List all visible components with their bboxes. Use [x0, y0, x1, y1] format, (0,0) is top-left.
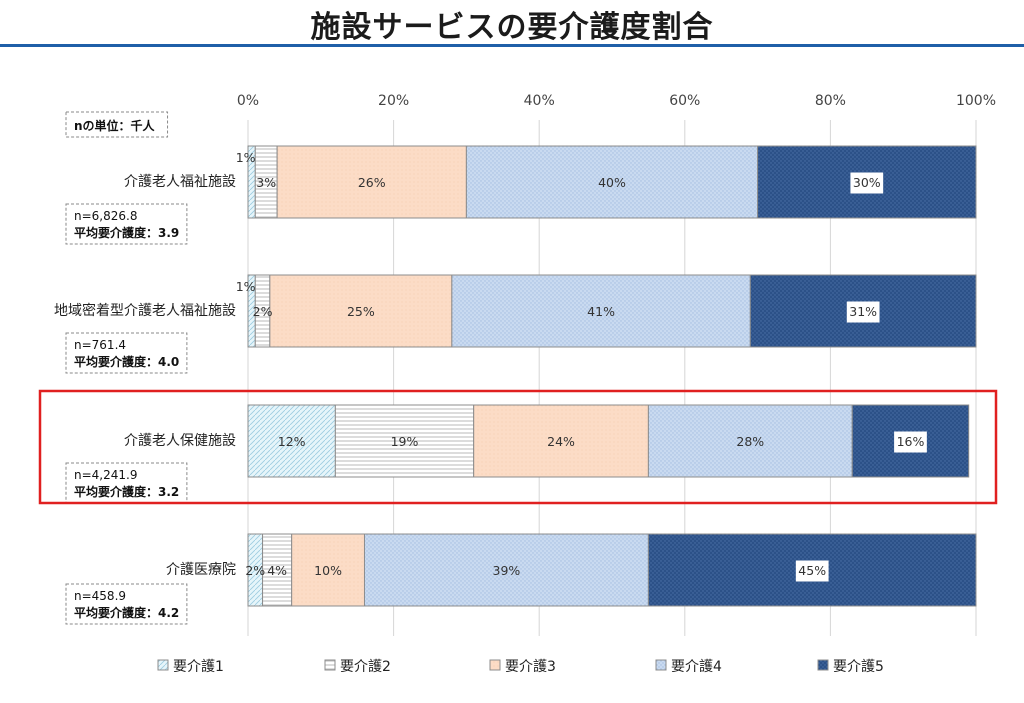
sample-size: n=6,826.8 [74, 209, 137, 223]
bar-segment [262, 533, 293, 607]
average-care-level: 平均要介護度：3.2 [74, 484, 179, 499]
x-tick-label: 0% [237, 93, 259, 109]
category-label: 介護老人福祉施設 [124, 174, 236, 190]
data-label: 3% [256, 175, 276, 190]
category-label: 介護老人保健施設 [124, 433, 236, 449]
data-label: 30% [853, 175, 881, 190]
legend-swatch [489, 659, 501, 671]
data-label: 39% [493, 563, 521, 578]
legend-label: 要介護2 [340, 659, 391, 675]
data-label: 25% [347, 304, 375, 319]
bar-segment [647, 404, 853, 478]
unit-note: nの単位：千人 [74, 118, 156, 133]
data-label: 19% [391, 434, 419, 449]
data-label: 4% [267, 563, 287, 578]
legend-swatch [157, 659, 169, 671]
legend-label: 要介護5 [833, 659, 884, 675]
data-label: 2% [253, 304, 273, 319]
bar-segment [473, 404, 649, 478]
stats-box [65, 203, 188, 245]
data-label: 40% [598, 175, 626, 190]
category-label: 地域密着型介護老人福祉施設 [54, 302, 236, 319]
page-title: 施設サービスの要介護度割合 [310, 10, 714, 45]
bar-segment [247, 404, 336, 478]
data-label: 45% [798, 563, 826, 578]
highlight-frame [38, 389, 998, 505]
value-label-bg [894, 431, 927, 453]
sample-size: n=4,241.9 [74, 468, 137, 482]
data-label: 16% [897, 434, 925, 449]
legend-label: 要介護3 [505, 659, 556, 675]
stats-box [65, 583, 188, 625]
bar-segment [269, 274, 453, 348]
legend-label: 要介護4 [671, 659, 722, 675]
average-care-level: 平均要介護度：3.9 [74, 225, 179, 240]
sample-size: n=761.4 [74, 338, 126, 352]
average-care-level: 平均要介護度：4.0 [74, 354, 179, 369]
data-label: 41% [587, 304, 615, 319]
x-tick-label: 20% [378, 93, 409, 109]
data-label: 12% [278, 434, 306, 449]
value-label-bg [850, 172, 884, 194]
data-label: 24% [547, 434, 575, 449]
average-care-level: 平均要介護度：4.2 [74, 605, 179, 620]
x-tick-label: 40% [524, 93, 555, 109]
legend-swatch [324, 659, 336, 671]
x-tick-label: 60% [669, 93, 700, 109]
data-label: 1% [236, 150, 256, 165]
legend-label: 要介護1 [173, 659, 224, 675]
data-label: 28% [736, 434, 764, 449]
bar-segment [291, 533, 365, 607]
unit-note-box [65, 111, 169, 138]
legend-swatch [655, 659, 667, 671]
data-label: 10% [314, 563, 342, 578]
sample-size: n=458.9 [74, 589, 126, 603]
data-label: 1% [236, 279, 256, 294]
x-tick-label: 80% [815, 93, 846, 109]
data-label: 2% [245, 563, 265, 578]
value-label-bg [846, 301, 880, 323]
title-rule [0, 44, 1024, 47]
x-tick-label: 100% [956, 93, 996, 109]
category-label: 介護医療院 [166, 561, 236, 578]
stats-box [65, 332, 188, 374]
legend-swatch [817, 659, 829, 671]
data-label: 26% [358, 175, 386, 190]
bar-segment [363, 533, 649, 607]
bar-segment [451, 274, 751, 348]
value-label-bg [795, 560, 829, 582]
data-label: 31% [849, 304, 877, 319]
stats-box [65, 462, 188, 504]
bar-segment [334, 404, 475, 478]
